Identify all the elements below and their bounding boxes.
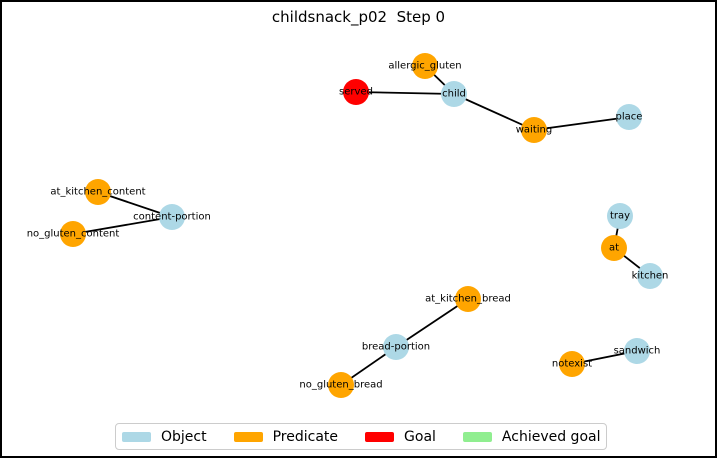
node-label-sandwich: sandwich xyxy=(614,346,661,357)
goal-color-swatch xyxy=(365,431,395,442)
node-label-at_kitchen_content: at_kitchen_content xyxy=(50,187,145,198)
node-content-portion xyxy=(159,204,185,230)
edge-no_gluten_content-content-portion xyxy=(72,216,173,235)
node-allergic_gluten xyxy=(412,53,438,79)
node-label-notexist: notexist xyxy=(552,359,592,370)
node-at xyxy=(601,235,627,261)
node-sandwich xyxy=(624,338,650,364)
node-bread-portion xyxy=(383,334,409,360)
legend: Object Predicate Goal Achieved goal xyxy=(115,423,607,450)
achieved-goal-color-swatch xyxy=(462,431,492,442)
node-at_kitchen_content xyxy=(85,179,111,205)
legend-label-object: Object xyxy=(161,428,207,445)
legend-item-predicate: Predicate xyxy=(233,428,339,445)
node-label-tray: tray xyxy=(610,211,630,222)
node-label-place: place xyxy=(616,112,643,123)
node-served xyxy=(343,79,369,105)
legend-item-goal: Goal xyxy=(365,430,436,444)
edge-served-child xyxy=(355,91,455,95)
plot-title: childsnack_p02 Step 0 xyxy=(271,8,446,26)
node-label-at: at xyxy=(609,243,619,254)
edge-waiting-place xyxy=(533,116,630,131)
edge-child-waiting xyxy=(453,93,535,131)
node-at_kitchen_bread xyxy=(455,286,481,312)
node-label-served: served xyxy=(339,87,373,98)
node-label-allergic_gluten: allergic_gluten xyxy=(388,61,461,72)
legend-item-achieved-goal: Achieved goal xyxy=(462,428,601,445)
legend-label-goal: Goal xyxy=(404,428,436,445)
edge-at_kitchen_bread-bread-portion xyxy=(395,298,469,348)
node-label-bread-portion: bread-portion xyxy=(362,342,430,353)
node-waiting xyxy=(521,117,547,143)
node-place xyxy=(616,104,642,130)
node-label-child: child xyxy=(442,89,466,100)
node-tray xyxy=(607,203,633,229)
node-label-no_gluten_content: no_gluten_content xyxy=(27,229,120,240)
node-kitchen xyxy=(637,263,663,289)
node-notexist xyxy=(559,351,585,377)
node-no_gluten_bread xyxy=(328,372,354,398)
node-label-no_gluten_bread: no_gluten_bread xyxy=(299,380,382,391)
legend-label-predicate: Predicate xyxy=(272,428,339,445)
object-color-swatch xyxy=(122,431,151,442)
node-label-waiting: waiting xyxy=(516,125,552,136)
node-label-kitchen: kitchen xyxy=(632,271,669,282)
node-child xyxy=(441,81,467,107)
predicate-color-swatch xyxy=(233,431,263,442)
node-label-at_kitchen_bread: at_kitchen_bread xyxy=(425,294,511,305)
legend-item-object: Object xyxy=(122,430,207,444)
node-label-content-portion: content-portion xyxy=(133,212,211,223)
legend-label-achieved-goal: Achieved goal xyxy=(501,428,601,445)
edge-at_kitchen_content-content-portion xyxy=(97,191,173,218)
node-no_gluten_content xyxy=(60,221,86,247)
